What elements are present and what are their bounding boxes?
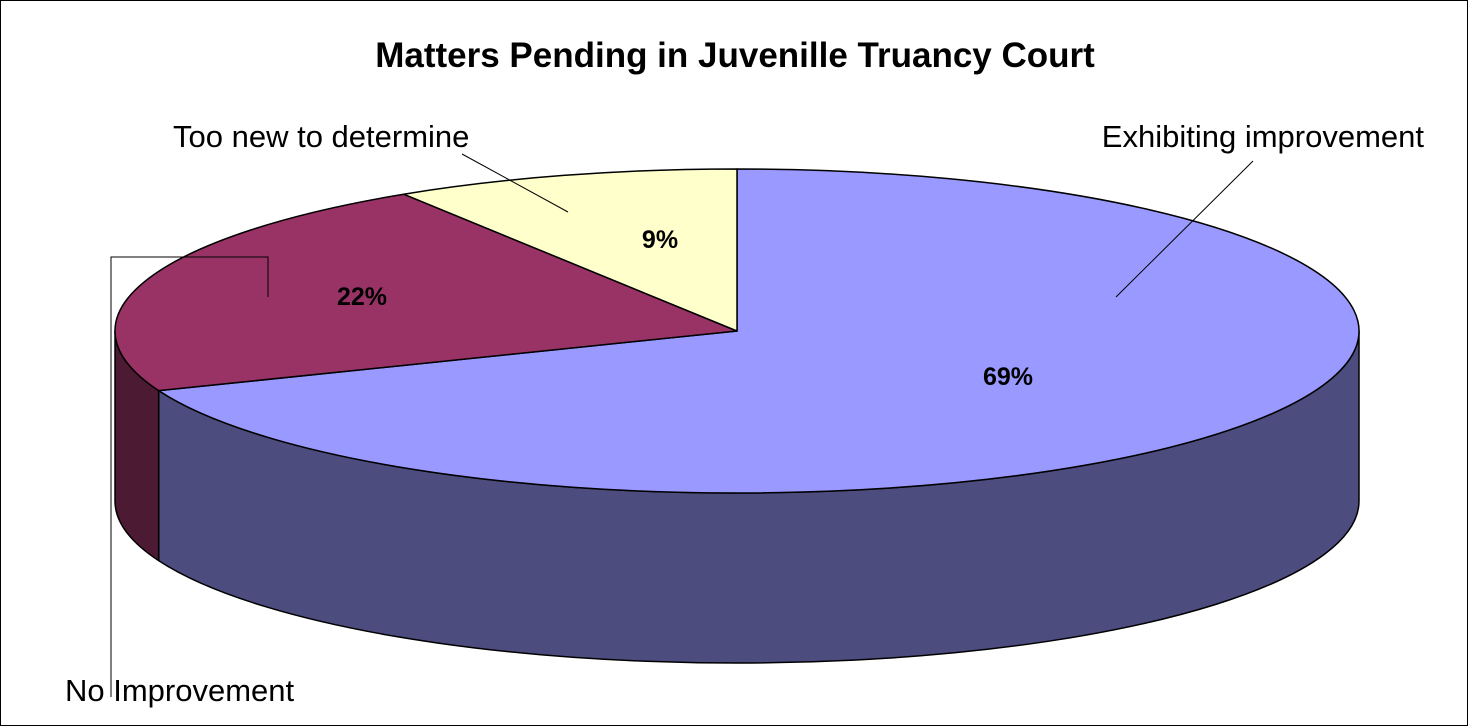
slice-category-label-no-improvement: No Improvement [65, 673, 295, 708]
leader-line-too-new [461, 153, 569, 213]
pie-slice-too-new-to-determine [402, 168, 738, 332]
leader-line-exhibiting-improvement [1115, 160, 1254, 298]
leader-lines [110, 153, 1254, 697]
slice-category-label-too-new: Too new to determine [173, 119, 469, 154]
slice-value-label-too-new: 9% [642, 226, 678, 254]
pie-tops [114, 168, 1360, 494]
slice-value-label-no-improvement: 22% [337, 283, 387, 311]
leader-line-no-improvement [110, 256, 269, 697]
pie-slice-no-improvement [114, 193, 738, 392]
chart-title: Matters Pending in Juvenille Truancy Cou… [375, 36, 1095, 75]
slice-value-label-exhibiting-improvement: 69% [983, 363, 1033, 391]
slice-category-label-exhibiting-improvement: Exhibiting improvement [1102, 119, 1425, 154]
pie-slice-exhibiting-improvement [157, 168, 1360, 494]
